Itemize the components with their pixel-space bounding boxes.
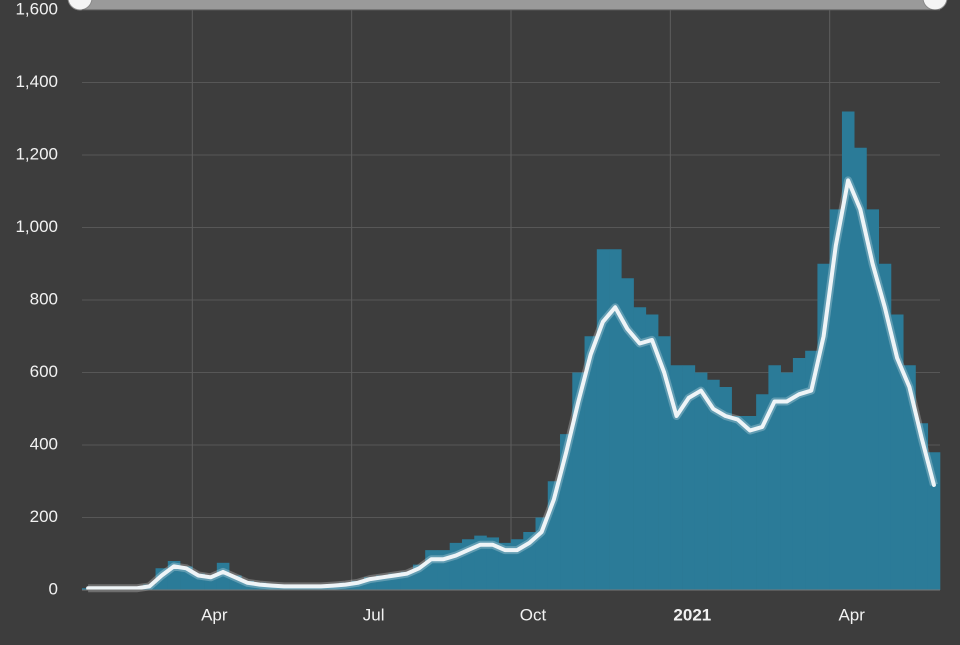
bar <box>792 358 806 590</box>
bar <box>878 263 892 590</box>
bar <box>731 416 745 590</box>
bar <box>486 537 500 590</box>
bar <box>890 314 904 590</box>
y-tick-label: 400 <box>30 434 58 453</box>
y-tick-label: 200 <box>30 507 58 526</box>
range-slider[interactable] <box>80 0 935 10</box>
bar <box>719 387 732 590</box>
y-tick-label: 1,200 <box>15 144 58 163</box>
bar <box>560 434 573 590</box>
bar <box>780 372 794 590</box>
x-tick-label: Jul <box>363 605 385 624</box>
bar <box>805 350 818 590</box>
x-tick-label: 2021 <box>673 605 711 624</box>
bar <box>241 580 254 590</box>
bar <box>915 423 929 590</box>
bar <box>694 372 708 590</box>
y-tick-label: 1,400 <box>15 72 58 91</box>
bar <box>204 575 218 590</box>
bar <box>596 249 610 590</box>
bar <box>682 365 696 590</box>
bar <box>400 571 414 590</box>
bar <box>498 542 512 590</box>
slider-handle[interactable] <box>67 0 93 11</box>
x-tick-label: Apr <box>838 605 865 624</box>
bar <box>658 336 671 590</box>
y-tick-label: 600 <box>30 362 58 381</box>
x-tick-label: Oct <box>520 605 547 624</box>
bar <box>621 278 634 590</box>
bar <box>841 111 855 590</box>
y-tick-label: 1,600 <box>15 0 58 18</box>
bar <box>633 307 647 590</box>
bar <box>645 314 659 590</box>
bar <box>743 416 757 590</box>
bar <box>216 562 230 590</box>
y-tick-label: 1,000 <box>15 217 58 236</box>
bar <box>584 336 598 590</box>
bar <box>572 372 585 590</box>
y-tick-label: 800 <box>30 289 58 308</box>
line <box>86 178 936 591</box>
bar <box>903 365 916 590</box>
bar <box>866 209 880 590</box>
x-tick-label: Apr <box>201 605 228 624</box>
bar <box>927 452 941 590</box>
bar <box>829 209 843 590</box>
bar <box>756 394 769 590</box>
bar <box>707 379 720 590</box>
bar <box>670 365 683 590</box>
bar <box>351 580 365 590</box>
bar <box>854 147 867 590</box>
bar <box>609 249 622 590</box>
y-tick-label: 0 <box>49 579 58 598</box>
bar <box>768 365 781 590</box>
bar <box>474 535 487 590</box>
